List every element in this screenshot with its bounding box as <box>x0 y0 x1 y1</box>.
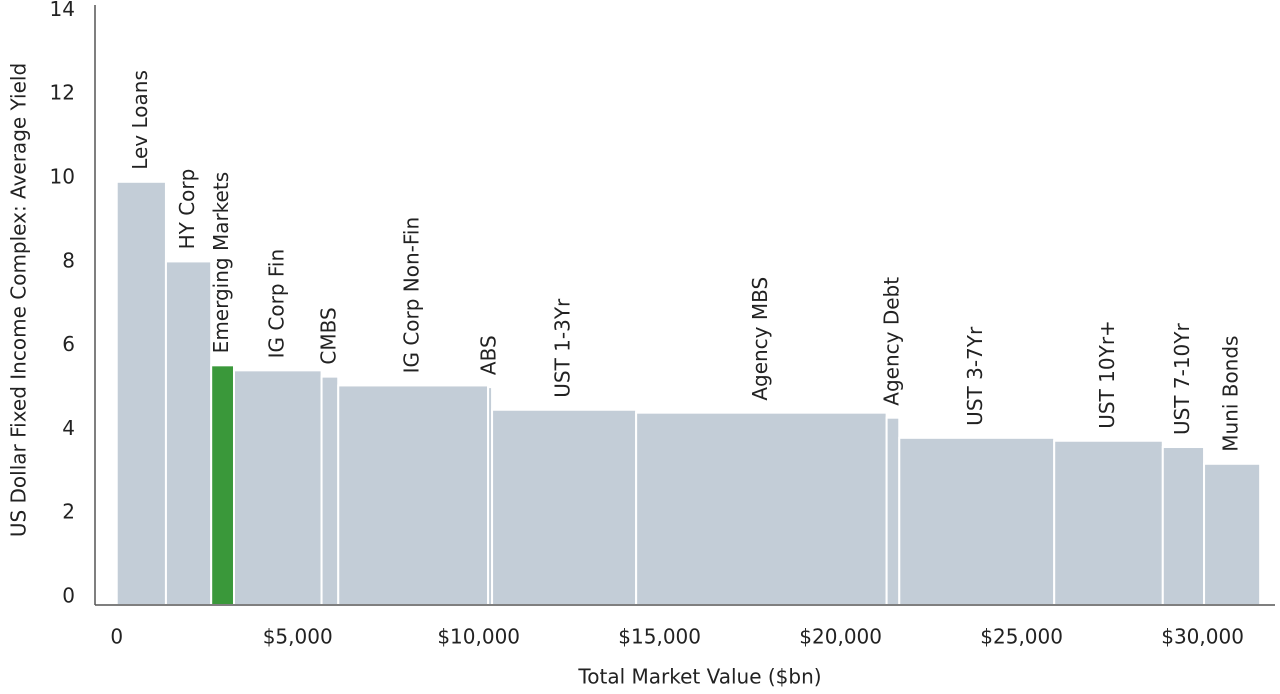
bar <box>210 364 235 606</box>
bar-label: Agency Debt <box>879 277 903 406</box>
x-tick-label: $5,000 <box>263 625 333 649</box>
y-tick-label: 4 <box>62 416 75 440</box>
bar-label: Muni Bonds <box>1219 336 1243 452</box>
bar <box>232 369 323 606</box>
x-tick-label: $30,000 <box>1161 625 1244 649</box>
bar-label: HY Corp <box>175 169 199 250</box>
bar-label: ABS <box>477 335 501 375</box>
bar-label: UST 3-7Yr <box>963 326 987 426</box>
bar-label: CMBS <box>316 307 340 364</box>
x-tick-label: 0 <box>110 625 123 649</box>
bar <box>164 260 213 606</box>
bar <box>115 180 167 606</box>
bar-label: IG Corp Fin <box>264 249 288 359</box>
bar <box>635 411 888 607</box>
bar <box>1203 462 1262 607</box>
x-tick-label: $15,000 <box>618 625 701 649</box>
y-tick-label: 0 <box>62 584 75 608</box>
y-tick-label: 8 <box>62 248 75 272</box>
y-tick-label: 10 <box>50 164 75 188</box>
bar-label: UST 7-10Yr <box>1170 323 1194 436</box>
bar <box>320 375 340 606</box>
bar-label: IG Corp Non-Fin <box>400 217 424 374</box>
bar <box>1161 446 1206 606</box>
bar <box>885 416 901 607</box>
x-tick-label: $25,000 <box>980 625 1063 649</box>
y-tick-label: 12 <box>50 81 75 105</box>
y-tick-label: 2 <box>62 500 75 524</box>
x-tick-label: $20,000 <box>799 625 882 649</box>
bar <box>337 384 490 606</box>
bar-label: Emerging Markets <box>209 172 233 353</box>
bar <box>491 408 638 606</box>
y-tick-label: 6 <box>62 332 75 356</box>
bar-label: UST 1-3Yr <box>551 298 575 398</box>
bar-label: UST 10Yr+ <box>1095 320 1119 429</box>
bar <box>1053 439 1164 607</box>
y-tick-label: 14 <box>50 0 75 21</box>
x-tick-label: $10,000 <box>437 625 520 649</box>
x-axis-label: Total Market Value ($bn) <box>577 665 821 689</box>
bar <box>898 436 1056 606</box>
bar-label: Lev Loans <box>128 70 152 170</box>
y-axis-label: US Dollar Fixed Income Complex: Average … <box>7 63 31 537</box>
bar-label: Agency MBS <box>748 277 772 401</box>
